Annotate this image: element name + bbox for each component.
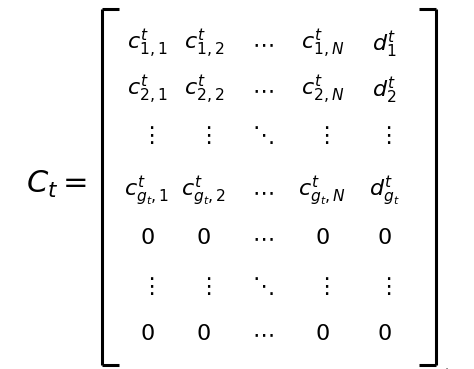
Text: $0$: $0$ (139, 228, 155, 248)
Text: $\vdots$: $\vdots$ (197, 124, 211, 146)
Text: $\cdots$: $\cdots$ (252, 182, 274, 202)
Text: $c^t_{g_t,2}$: $c^t_{g_t,2}$ (181, 175, 227, 209)
Text: $\vdots$: $\vdots$ (140, 124, 154, 146)
Text: $\vdots$: $\vdots$ (377, 275, 391, 297)
Text: $\vdots$: $\vdots$ (315, 124, 329, 146)
Text: $\vdots$: $\vdots$ (315, 275, 329, 297)
Text: $\vdots$: $\vdots$ (377, 124, 391, 146)
Text: $0$: $0$ (196, 228, 211, 248)
Text: $c^t_{2,1}$: $c^t_{2,1}$ (127, 74, 167, 107)
Text: $c^t_{1,2}$: $c^t_{1,2}$ (183, 28, 224, 61)
Text: $t$: $t$ (442, 367, 451, 369)
Text: $\cdots$: $\cdots$ (252, 34, 274, 54)
Text: $0$: $0$ (376, 228, 392, 248)
Text: $\cdots$: $\cdots$ (252, 80, 274, 100)
Text: $0$: $0$ (196, 324, 211, 344)
Text: $\ddots$: $\ddots$ (252, 275, 274, 297)
Text: $C_t =$: $C_t =$ (26, 169, 87, 200)
Text: $c^t_{g_t,N}$: $c^t_{g_t,N}$ (298, 175, 346, 209)
Text: $d^t_{g_t}$: $d^t_{g_t}$ (369, 175, 399, 209)
Text: $0$: $0$ (376, 324, 392, 344)
Text: $d^t_1$: $d^t_1$ (372, 29, 396, 60)
Text: $0$: $0$ (315, 228, 330, 248)
Text: $c^t_{2,2}$: $c^t_{2,2}$ (183, 74, 224, 107)
Text: $\cdots$: $\cdots$ (252, 228, 274, 248)
Text: $\ddots$: $\ddots$ (252, 124, 274, 146)
Text: $0$: $0$ (139, 324, 155, 344)
Text: $c^t_{1,N}$: $c^t_{1,N}$ (301, 28, 344, 61)
Text: $\vdots$: $\vdots$ (197, 275, 211, 297)
Text: $c^t_{g_t,1}$: $c^t_{g_t,1}$ (124, 175, 170, 209)
Text: $0$: $0$ (315, 324, 330, 344)
Text: $\vdots$: $\vdots$ (140, 275, 154, 297)
Text: $d^t_2$: $d^t_2$ (372, 75, 396, 106)
Text: $c^t_{1,1}$: $c^t_{1,1}$ (127, 28, 167, 61)
Text: $\cdots$: $\cdots$ (252, 324, 274, 344)
Text: $c^t_{2,N}$: $c^t_{2,N}$ (301, 74, 344, 107)
